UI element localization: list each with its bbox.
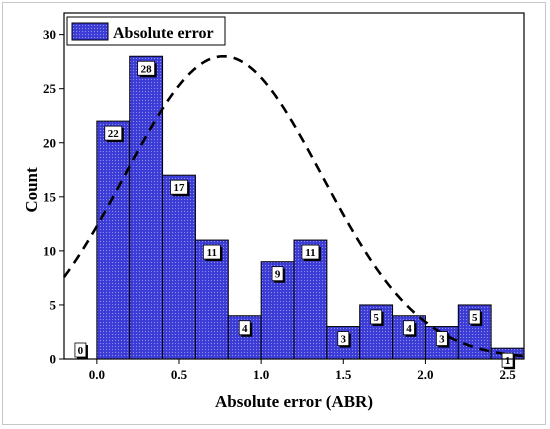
- plot-area-border: [63, 12, 525, 360]
- data-label: 3: [337, 331, 351, 348]
- data-label-box: [104, 125, 123, 141]
- data-label-text: 4: [242, 323, 248, 335]
- y-tick-label: 5: [50, 297, 57, 312]
- data-label: 5: [468, 309, 483, 326]
- data-label-box: [370, 309, 383, 325]
- y-axis-label: Count: [22, 167, 41, 213]
- data-label: 0: [74, 342, 88, 359]
- histogram-bar: [162, 174, 196, 360]
- data-label: 11: [202, 244, 223, 262]
- fit-curve-layer: [62, 54, 525, 358]
- y-tick-label: 25: [43, 81, 57, 96]
- data-label-text: 5: [373, 312, 379, 324]
- data-label-text: 0: [78, 345, 84, 357]
- data-label-box: [238, 320, 251, 336]
- data-label: 11: [301, 244, 321, 262]
- data-label-text: 5: [472, 312, 478, 324]
- data-label-box: [74, 342, 87, 358]
- data-label-box: [170, 179, 188, 195]
- data-label-text: 3: [341, 334, 347, 346]
- data-label: 9: [271, 266, 286, 283]
- y-tick-label: 20: [43, 135, 56, 150]
- x-tick-label: 2.0: [417, 367, 433, 382]
- data-label-text: 17: [174, 182, 186, 194]
- data-label-text: 11: [207, 247, 217, 259]
- data-label-text: 11: [305, 247, 315, 259]
- data-label-box: [403, 320, 415, 336]
- data-label-box: [468, 309, 481, 325]
- data-label-box: [301, 244, 320, 260]
- data-label-box: [137, 60, 156, 76]
- y-axis: 0 5 10 15 20 25 30: [43, 27, 64, 367]
- histogram-bar: [129, 55, 164, 360]
- data-label: 28: [137, 60, 157, 78]
- data-label-text: 28: [141, 63, 153, 75]
- y-tick-label: 0: [50, 352, 57, 367]
- data-label-box: [435, 331, 448, 346]
- x-axis: 0.0 0.5 1.0 1.5 2.0 2.5: [89, 359, 516, 382]
- x-tick-label: 0.5: [171, 367, 188, 382]
- data-label-text: 4: [406, 323, 412, 335]
- y-tick-label: 30: [43, 27, 56, 42]
- data-label: 5: [370, 309, 384, 326]
- x-tick-label: 1.0: [253, 367, 269, 382]
- data-label: 4: [238, 320, 253, 337]
- x-tick-label: 1.5: [335, 367, 352, 382]
- data-label: 3: [435, 331, 450, 348]
- data-label-text: 3: [439, 334, 445, 346]
- data-label: 22: [104, 125, 124, 143]
- data-label-box: [202, 244, 221, 260]
- legend: Absolute error: [66, 16, 226, 46]
- data-label-text: 9: [275, 269, 281, 281]
- data-label-box: [337, 331, 350, 346]
- data-label: 17: [170, 179, 190, 197]
- legend-label: Absolute error: [113, 25, 214, 42]
- data-label-text: 22: [108, 128, 120, 140]
- x-tick-label: 2.5: [499, 367, 516, 382]
- y-tick-label: 10: [43, 243, 56, 258]
- histogram-bar: [96, 120, 131, 360]
- x-tick-label: 0.0: [89, 367, 105, 382]
- y-tick-label: 15: [43, 189, 57, 204]
- bars-layer: [96, 55, 525, 360]
- data-label-box: [271, 266, 284, 282]
- fit-curve-line: [62, 54, 525, 358]
- data-labels-layer: 0222817114911354351: [74, 60, 516, 370]
- data-label: 4: [403, 320, 417, 337]
- legend-swatch: [71, 22, 109, 41]
- x-axis-label: Absolute error (ABR): [215, 392, 373, 411]
